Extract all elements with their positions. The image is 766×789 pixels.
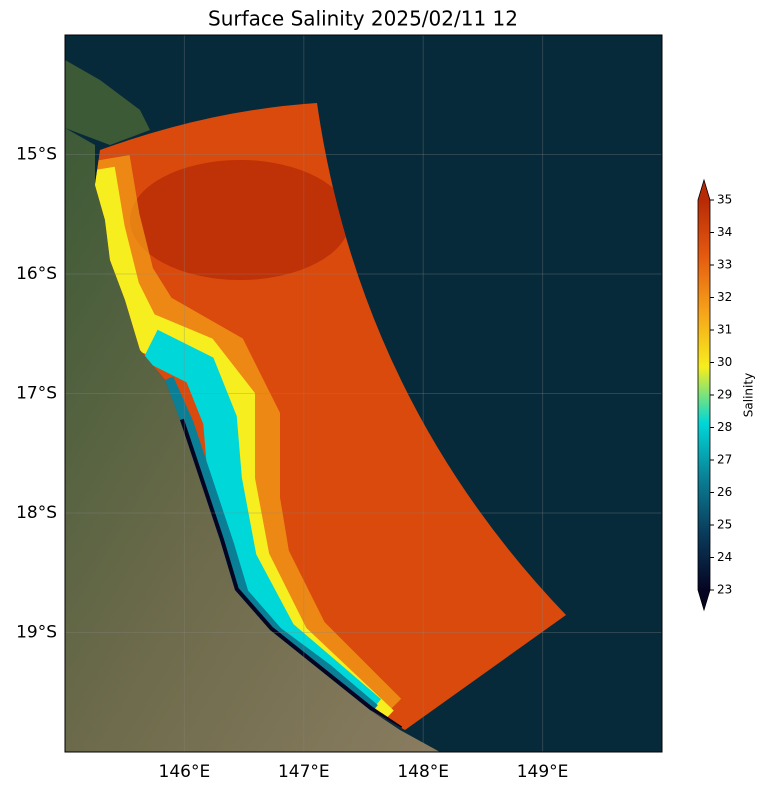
colorbar-tick-label: 23 [717, 583, 732, 597]
colorbar-tick-label: 29 [717, 388, 732, 402]
y-tick-label: 17°S [16, 384, 57, 404]
land [65, 128, 440, 752]
colorbar-tick-label: 27 [717, 453, 732, 467]
y-tick-label: 19°S [16, 623, 57, 643]
colorbar-tick-label: 32 [717, 290, 732, 304]
land [65, 60, 150, 145]
colorbar-extend-min [698, 590, 710, 610]
colorbar-tick-label: 35 [717, 193, 732, 207]
colorbar-label: Salinity [742, 373, 756, 417]
colorbar-tick-label: 30 [717, 355, 732, 369]
colorbar-tick-label: 26 [717, 485, 732, 499]
colorbar-tick-label: 33 [717, 258, 732, 272]
colorbar-tick-label: 34 [717, 225, 732, 239]
colorbar-tick-label: 31 [717, 323, 732, 337]
colorbar-tick-label: 24 [717, 550, 732, 564]
x-tick-label: 146°E [159, 762, 211, 782]
colorbar [698, 200, 710, 590]
map-title: Surface Salinity 2025/02/11 12 [208, 7, 518, 31]
map-frame [64, 34, 663, 753]
x-tick-label: 147°E [278, 762, 330, 782]
colorbar-extend-max [698, 180, 710, 200]
x-tick-label: 149°E [517, 762, 569, 782]
y-tick-label: 18°S [16, 503, 57, 523]
colorbar-tick-label: 25 [717, 518, 732, 532]
colorbar-tick-label: 28 [717, 420, 732, 434]
y-tick-label: 15°S [16, 145, 57, 165]
map-area [65, 35, 662, 752]
x-tick-label: 148°E [397, 762, 449, 782]
y-tick-label: 16°S [16, 264, 57, 284]
